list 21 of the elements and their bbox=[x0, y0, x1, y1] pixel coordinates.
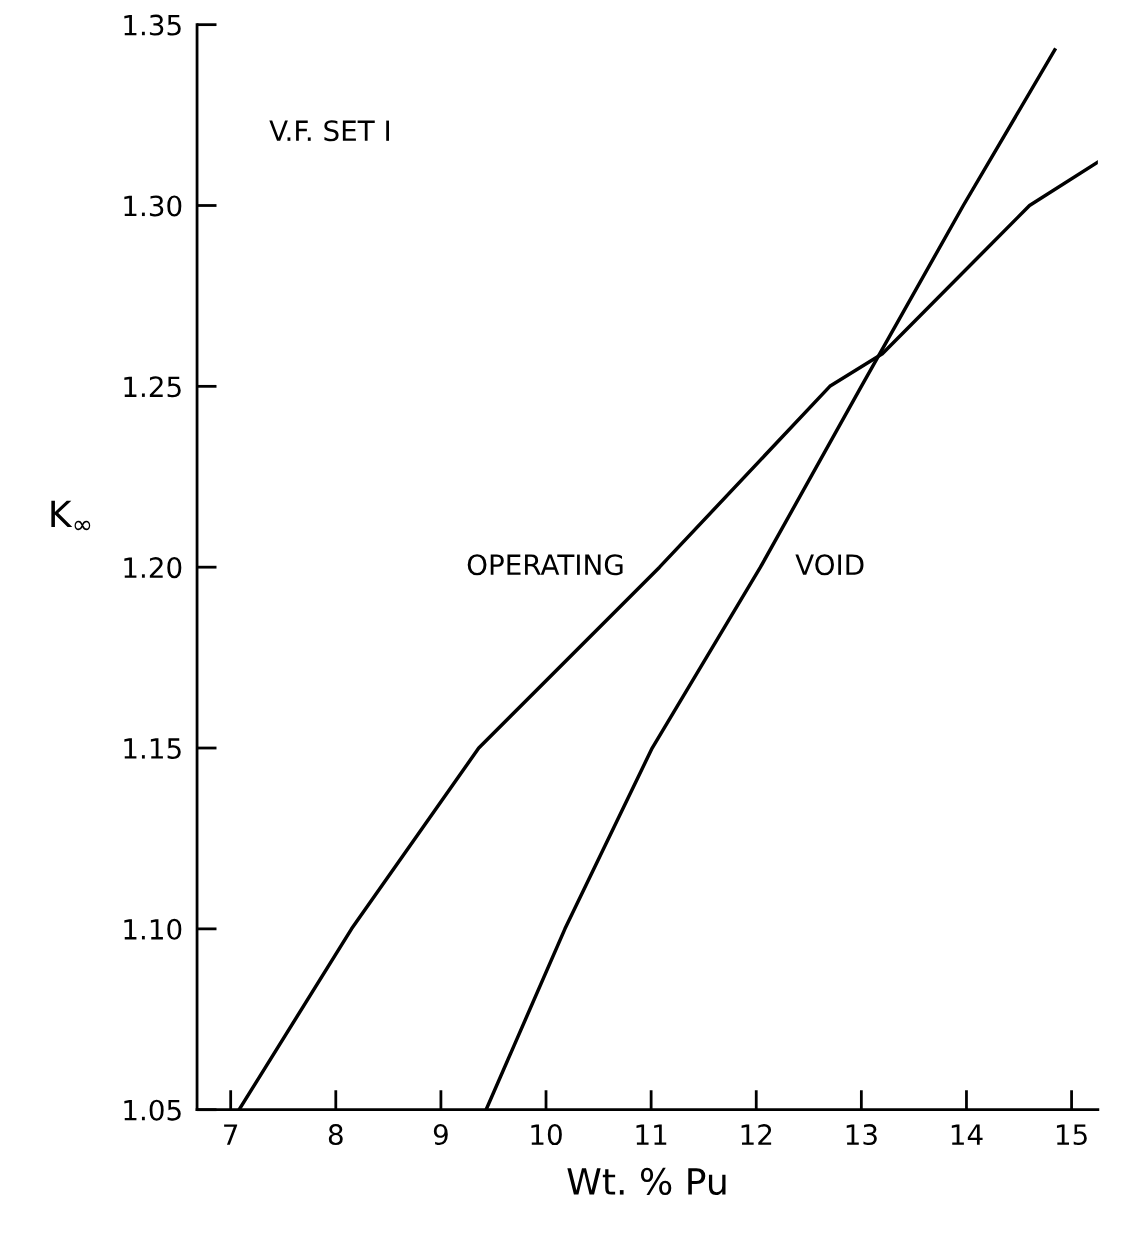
y-tick-label: 1.15 bbox=[124, 738, 181, 759]
x-tick-label: 15 bbox=[1056, 1124, 1087, 1146]
y-tick-label: 1.30 bbox=[124, 195, 182, 217]
x-tick-label: 10 bbox=[531, 1124, 562, 1146]
x-tick-label: 12 bbox=[741, 1124, 772, 1145]
x-tick-label: 7 bbox=[224, 1124, 238, 1145]
x-tick-label: 9 bbox=[433, 1124, 448, 1146]
x-tick-label: 13 bbox=[846, 1124, 877, 1146]
annotation: V.F. SET I bbox=[269, 120, 389, 142]
x-axis-title: Wt. % Pu bbox=[567, 1167, 726, 1196]
y-axis-title: K$_{∞}$ bbox=[51, 500, 91, 531]
y-tick-label: 1.10 bbox=[124, 918, 182, 940]
series-label: VOID bbox=[795, 554, 864, 576]
series-label: OPERATING bbox=[467, 554, 623, 576]
x-tick-label: 8 bbox=[328, 1124, 343, 1146]
y-tick-label: 1.05 bbox=[124, 1099, 181, 1121]
y-tick-label: 1.25 bbox=[124, 376, 181, 398]
y-tick-label: 1.35 bbox=[124, 14, 181, 36]
x-tick-label: 11 bbox=[636, 1124, 667, 1145]
x-tick-label: 14 bbox=[951, 1124, 983, 1145]
y-tick-label: 1.20 bbox=[124, 557, 182, 579]
